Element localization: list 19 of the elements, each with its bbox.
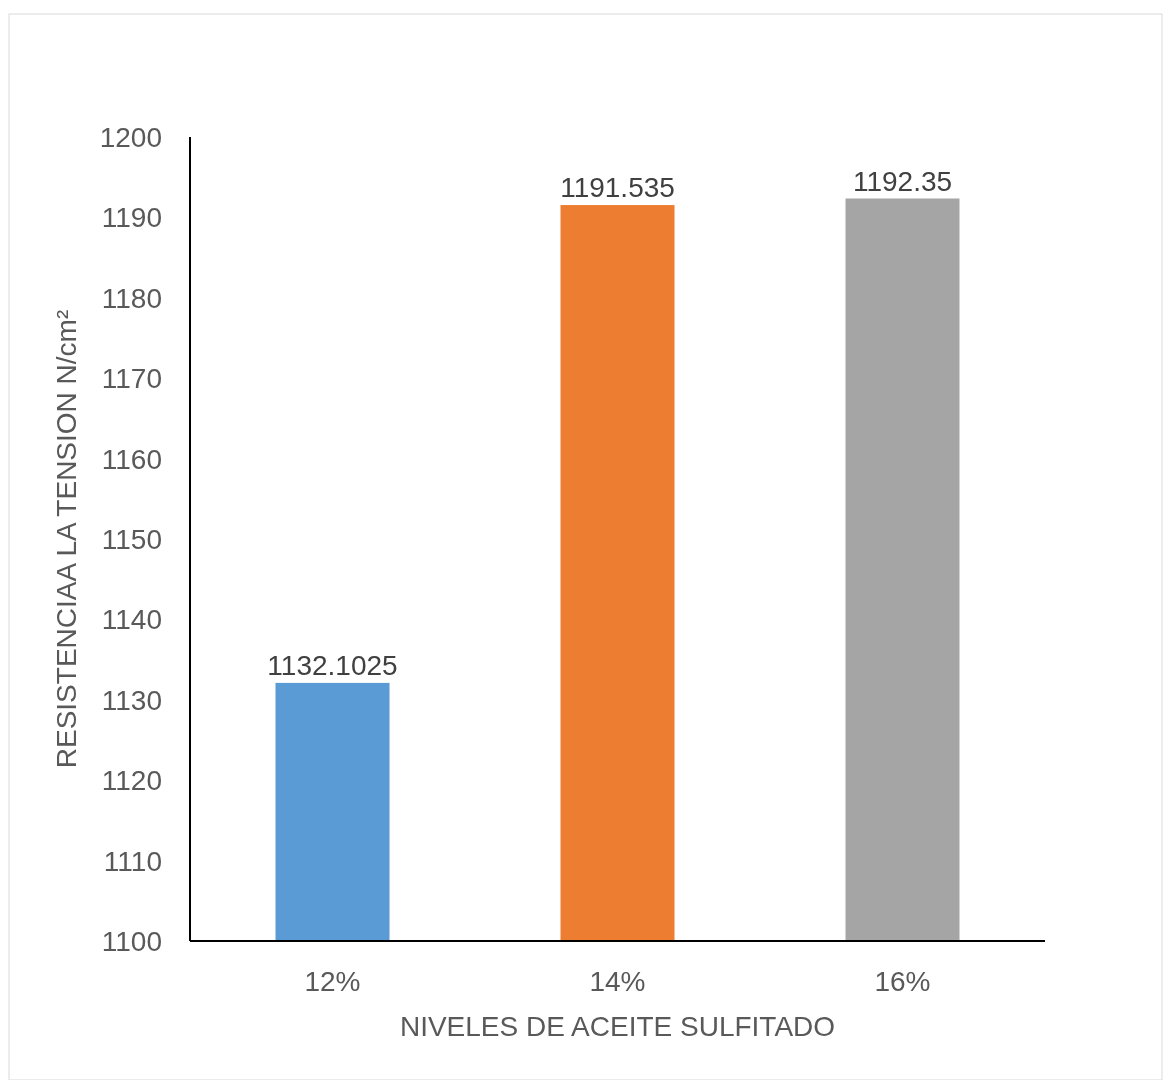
y-axis-title: RESISTENCIAA LA TENSION N/cm² xyxy=(51,309,82,769)
y-tick-label: 1180 xyxy=(101,282,162,314)
y-tick-label: 1130 xyxy=(101,684,162,716)
y-tick-label: 1190 xyxy=(101,202,162,234)
data-label: 1191.535 xyxy=(560,172,675,204)
y-tick-label: 1150 xyxy=(101,524,162,555)
y-tick-label: 1160 xyxy=(101,443,162,475)
y-tick-label: 1110 xyxy=(103,845,162,877)
y-tick-label: 1170 xyxy=(101,363,162,395)
y-tick-label: 1120 xyxy=(101,765,162,797)
y-tick-label: 1100 xyxy=(101,926,162,957)
data-label: 1192.35 xyxy=(852,165,953,197)
y-tick-label: 1200 xyxy=(99,122,162,153)
y-tick-label: 1140 xyxy=(101,604,162,636)
x-axis-title: NIVELES DE ACEITE SULFITADO xyxy=(399,1011,836,1042)
x-tick-label: 14% xyxy=(589,966,646,997)
x-tick-label: 16% xyxy=(874,966,931,997)
data-label: 1132.1025 xyxy=(267,649,398,681)
x-tick-label: 12% xyxy=(304,966,361,997)
